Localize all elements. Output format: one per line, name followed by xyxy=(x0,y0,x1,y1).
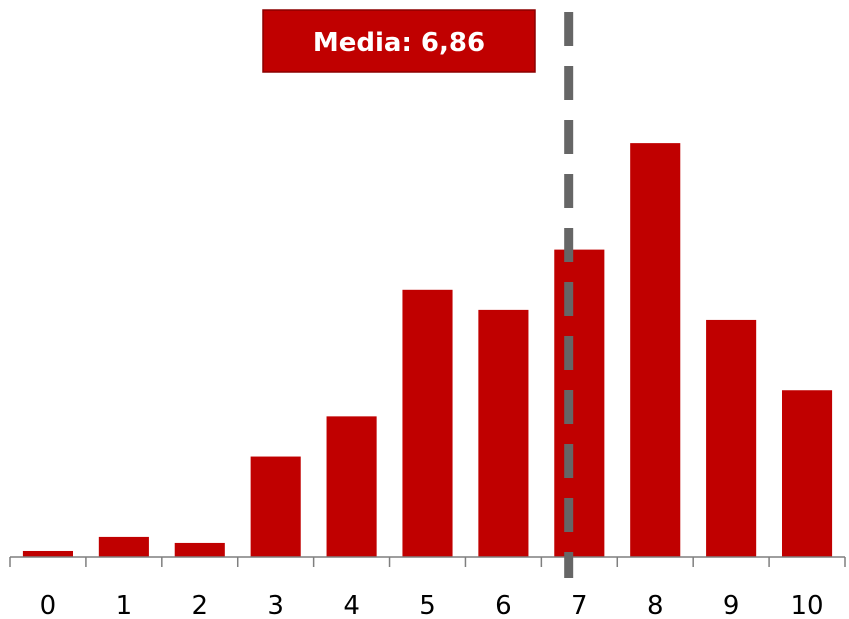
bar-6 xyxy=(478,309,529,557)
bar-5 xyxy=(402,289,453,557)
bar-2 xyxy=(174,542,225,557)
tick-label-0: 0 xyxy=(40,591,57,619)
tick-label-1: 1 xyxy=(116,591,133,619)
bar-0 xyxy=(22,550,74,557)
bar-10 xyxy=(781,390,833,557)
mean-badge-label: Media: 6,86 xyxy=(313,28,485,58)
bar-3 xyxy=(250,456,301,557)
tick-label-7: 7 xyxy=(571,591,588,619)
bar-1 xyxy=(98,536,149,557)
tick-label-2: 2 xyxy=(191,591,208,619)
x-axis-ticks xyxy=(9,557,846,567)
x-axis-tick-labels: 0 1 2 3 4 5 6 7 8 9 10 xyxy=(40,591,824,619)
mean-badge-box xyxy=(262,9,536,73)
tick-label-4: 4 xyxy=(343,591,360,619)
tick-label-5: 5 xyxy=(419,591,436,619)
tick-label-9: 9 xyxy=(723,591,740,619)
bar-7 xyxy=(554,249,605,558)
tick-label-6: 6 xyxy=(495,591,512,619)
tick-label-8: 8 xyxy=(647,591,664,619)
tick-label-10: 10 xyxy=(790,591,823,619)
bar-8 xyxy=(630,143,681,558)
bar-9 xyxy=(706,319,757,557)
tick-label-3: 3 xyxy=(267,591,284,619)
bars-group xyxy=(22,143,833,558)
bar-4 xyxy=(326,416,377,557)
mean-badge: Media: 6,86 xyxy=(262,9,536,73)
